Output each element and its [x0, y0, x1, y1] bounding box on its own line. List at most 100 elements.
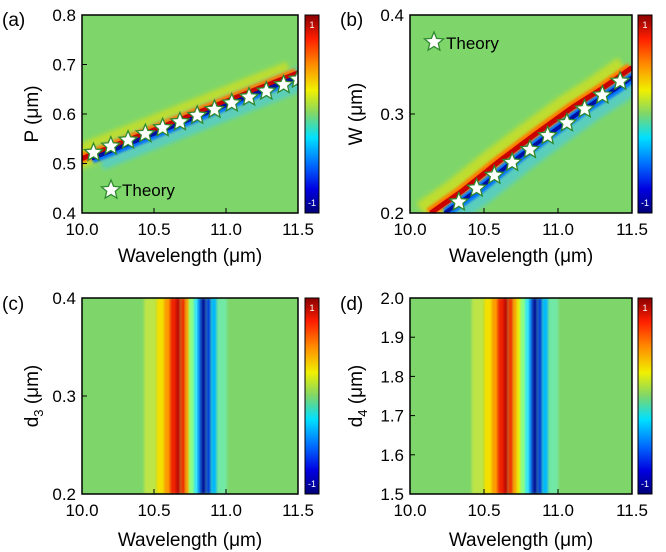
band-strip-d: [512, 298, 518, 494]
y-axis-label-a: P (μm): [22, 85, 43, 142]
colorbar-bottom-label-c: -1: [308, 479, 316, 489]
y-tick-label-c: 0.4: [52, 289, 76, 308]
band-strip-d: [471, 298, 484, 494]
panel-label-b: (b): [340, 10, 363, 31]
band-strip-d: [542, 298, 549, 494]
y-axis-label-d: d4 (μm): [346, 365, 370, 428]
y-ticks-d: 1.5 1.6 1.7 1.8 1.9 2.0: [380, 289, 415, 504]
y-ticks-c: 0.2 0.3 0.4: [52, 289, 87, 504]
x-axis-label-b: Wavelength (μm): [449, 246, 593, 267]
band-strip-c: [144, 298, 157, 494]
x-axis-label-c: Wavelength (μm): [118, 530, 262, 551]
panel-label-a: (a): [2, 10, 25, 31]
theory-points-a: [82, 68, 298, 162]
legend-star-icon-a: [99, 178, 123, 200]
colorbar-top-label-d: 1: [642, 303, 647, 313]
x-ticks-b: 10.0 10.5 11.0 11.5: [393, 208, 648, 239]
y-tick-label-c: 0.2: [52, 485, 76, 504]
theory-point-b: [483, 164, 506, 185]
y-axis-label-d-sub: 4: [355, 409, 370, 416]
band-strip-d: [548, 298, 559, 494]
band-strip-d: [507, 298, 514, 494]
y-tick-label-d: 1.9: [380, 328, 404, 347]
x-ticks-c: 10.0 10.5 11.0 11.5: [65, 489, 314, 520]
band-strip-d: [516, 298, 522, 494]
theory-points-b: [448, 70, 631, 212]
band-strip-d: [503, 298, 508, 494]
panel-b: 10.0 10.5 11.0 11.5 0.2 0.3 0.4 (b) Wavelengt…: [340, 6, 653, 267]
band-strip-c: [180, 298, 187, 494]
theory-point-a: [287, 68, 298, 89]
colorbar-c: [304, 297, 320, 495]
x-axis-label-d: Wavelength (μm): [449, 530, 593, 551]
y-tick-label-a: 0.8: [52, 6, 76, 25]
y-tick-label-b: 0.2: [380, 204, 404, 223]
x-tick-label-c: 10.0: [65, 501, 98, 520]
y-tick-label-d: 1.8: [380, 367, 404, 386]
y-axis-label-d-unit: (μm): [346, 365, 367, 410]
band-strip-c: [197, 298, 202, 494]
colorbar-top-label-b: 1: [642, 20, 647, 30]
band-strip-d: [525, 298, 531, 494]
legend-a: Theory: [99, 178, 175, 200]
y-tick-label-d: 1.5: [380, 485, 404, 504]
x-tick-label-c: 11.5: [282, 501, 314, 520]
panel-d: 10.0 10.5 11.0 11.5 1.51.61.71.81.92.0 (d) …: [340, 289, 653, 551]
theory-point-a: [117, 129, 139, 150]
theory-point-a: [100, 134, 122, 156]
x-tick-label-a: 11.5: [282, 220, 314, 239]
band-strip-c: [200, 298, 206, 494]
x-tick-label-b: 11.5: [616, 220, 648, 239]
theory-point-b: [556, 111, 578, 132]
band-strip-d: [529, 298, 534, 494]
y-tick-label-d: 1.6: [380, 446, 404, 465]
theory-point-a: [255, 80, 277, 101]
legend-label-b: Theory: [446, 34, 499, 53]
y-tick-label-d: 2.0: [380, 289, 404, 308]
panel-c: 10.0 10.5 11.0 11.5 0.2 0.3 0.4 (c) Wavelengt…: [2, 289, 320, 551]
theory-point-a: [221, 91, 243, 113]
theory-point-a: [169, 110, 191, 131]
y-tick-label-b: 0.4: [380, 6, 404, 25]
theory-point-b: [519, 138, 541, 159]
band-strip-d: [532, 298, 538, 494]
band-strip-c: [170, 298, 179, 494]
y-ticks-a: 0.4 0.5 0.6 0.7 0.8: [52, 6, 87, 223]
band-strip-c: [205, 298, 211, 494]
x-tick-label-d: 11.0: [542, 501, 574, 520]
x-tick-label-c: 11.0: [210, 501, 242, 520]
y-tick-label-a: 0.5: [52, 155, 76, 174]
band-strip-d: [497, 298, 506, 494]
y-axis-label-c-sub: 3: [31, 409, 46, 416]
theory-point-b: [591, 83, 614, 105]
colorbar-top-label-c: 1: [309, 303, 314, 313]
plot-frame-d: [409, 297, 633, 495]
x-tick-label-d: 11.5: [616, 501, 648, 520]
band-strip-d: [520, 298, 527, 494]
band-strip-c: [156, 298, 167, 494]
theory-point-a: [82, 141, 105, 162]
band-strip-c: [164, 298, 173, 494]
y-axis-label-c: d3 (μm): [22, 365, 46, 428]
theory-point-b: [448, 190, 470, 212]
band-d: [471, 298, 559, 494]
theory-point-b: [536, 124, 559, 145]
band-c: [144, 298, 227, 494]
band-strip-c: [176, 298, 181, 494]
y-axis-label-b: W (μm): [346, 83, 367, 146]
band-strip-d: [491, 298, 500, 494]
colorbar-b: [637, 14, 653, 214]
y-tick-label-b: 0.3: [380, 105, 404, 124]
x-tick-label-b: 11.0: [542, 220, 574, 239]
panel-a: 10.0 10.5 11.0 11.5 0.4 0.5 0.6 0.7 0.8 (a) Wav…: [2, 6, 320, 267]
x-ticks-d: 10.0 10.5 11.0 11.5: [393, 489, 648, 520]
band-strip-c: [210, 298, 217, 494]
y-ticks-b: 0.2 0.3 0.4: [380, 6, 415, 223]
x-tick-label-a: 10.5: [137, 220, 170, 239]
x-tick-label-d: 10.5: [467, 501, 500, 520]
theory-point-a: [186, 104, 208, 125]
band-strip-d: [483, 298, 494, 494]
x-tick-label-a: 10.0: [65, 220, 98, 239]
colorbar-d: [637, 297, 653, 495]
band-strip-c: [188, 298, 195, 494]
